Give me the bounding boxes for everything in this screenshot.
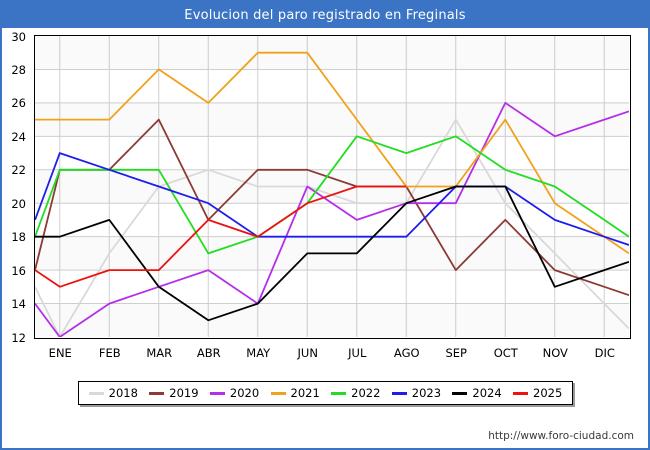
y-tick-label: 18	[11, 230, 26, 245]
series-line-2023	[35, 152, 629, 246]
x-tick-label: AGO	[393, 346, 420, 360]
plot-band	[35, 36, 629, 69]
x-tick-label: FEB	[98, 346, 121, 360]
series-line-2020	[35, 102, 629, 337]
y-tick-label: 12	[11, 330, 26, 345]
legend-label: 2022	[351, 386, 381, 400]
x-tick-label: OCT	[493, 346, 518, 360]
legend-item-2024[interactable]: 2024	[452, 386, 502, 400]
y-tick-label: 14	[11, 297, 26, 312]
x-tick-label: MAR	[146, 346, 173, 360]
series-line-2021	[35, 51, 629, 255]
series-line-2025	[35, 185, 407, 288]
x-tick-label: JUN	[297, 346, 318, 360]
x-tick-label: SEP	[445, 346, 468, 360]
legend-swatch-icon	[209, 391, 225, 395]
y-tick-label: 24	[11, 129, 26, 144]
legend-item-2022[interactable]: 2022	[331, 386, 380, 400]
window-title-bar: Evolucion del paro registrado en Fregina…	[2, 2, 648, 28]
series-line-2024	[35, 185, 629, 322]
plot-area	[34, 35, 631, 339]
y-tick-label: 26	[11, 96, 26, 111]
x-axis-labels: ENE FEB MAR ABR MAY JUN JUL AGO SEP OCT NOV DIC	[2, 340, 648, 364]
x-tick-label: JUL	[348, 346, 367, 360]
y-tick-label: 22	[11, 163, 26, 178]
legend-swatch-icon	[452, 391, 468, 395]
legend-label: 2024	[472, 386, 502, 400]
legend-item-2023[interactable]: 2023	[391, 386, 442, 400]
page-title: Evolucion del paro registrado en Fregina…	[184, 7, 466, 23]
legend-label: 2020	[229, 386, 260, 400]
source-url: http://www.foro-ciudad.com	[488, 430, 634, 442]
x-tick-label: NOV	[542, 346, 568, 360]
line-chart-svg	[35, 36, 629, 337]
legend-item-2019[interactable]: 2019	[149, 386, 199, 400]
legend-swatch-icon	[513, 391, 529, 395]
legend-label: 2018	[108, 386, 138, 400]
y-tick-label: 20	[11, 196, 26, 211]
legend-swatch-icon	[149, 391, 165, 395]
chart-region: 12 14 16 18 20 22 24 26 28 30 ENE FEB MAR ABR MAY JUN J…	[2, 28, 648, 448]
x-tick-label: ABR	[196, 346, 221, 360]
legend-label: 2023	[411, 386, 442, 400]
series-line-2019	[35, 118, 629, 297]
plot-band	[35, 304, 629, 337]
legend-label: 2021	[290, 386, 320, 400]
legend-label: 2019	[169, 386, 199, 400]
y-axis-labels: 12 14 16 18 20 22 24 26 28 30	[2, 28, 648, 348]
x-tick-label: ENE	[48, 346, 72, 360]
plot-band	[35, 103, 629, 136]
legend-item-2021[interactable]: 2021	[270, 386, 320, 400]
series-line-2022	[35, 135, 629, 255]
chart-legend: 2018 2019 2020 2021 2022 2023 2024 2025	[78, 381, 573, 405]
x-tick-label: DIC	[594, 346, 615, 360]
legend-swatch-icon	[270, 391, 286, 395]
legend-swatch-icon	[331, 391, 347, 395]
legend-item-2025[interactable]: 2025	[513, 386, 562, 400]
legend-swatch-icon	[88, 391, 104, 395]
y-tick-label: 30	[11, 29, 26, 44]
x-tick-label: MAY	[246, 346, 271, 360]
legend-item-2018[interactable]: 2018	[88, 386, 138, 400]
y-tick-label: 28	[11, 62, 26, 77]
legend-item-2020[interactable]: 2020	[209, 386, 260, 400]
legend-label: 2025	[533, 386, 563, 400]
y-tick-label: 16	[11, 263, 26, 278]
legend-swatch-icon	[391, 391, 407, 395]
